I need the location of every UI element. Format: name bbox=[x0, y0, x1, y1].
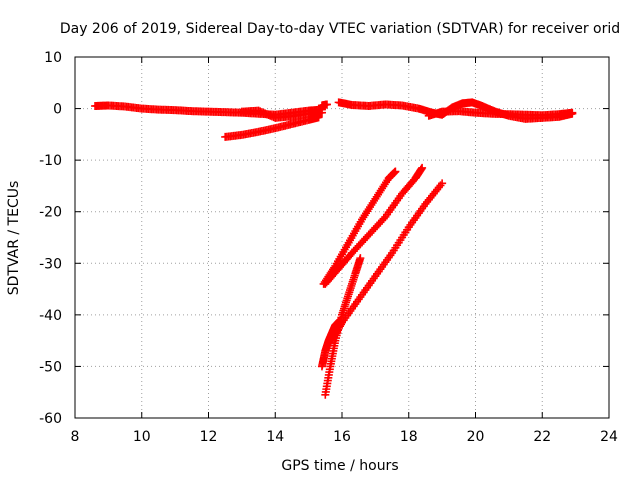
series-arc-11 bbox=[317, 316, 345, 371]
data-point bbox=[379, 214, 388, 223]
series-arc-10 bbox=[321, 254, 365, 399]
y-tick-label: 0 bbox=[53, 102, 62, 118]
data-point bbox=[317, 108, 326, 117]
y-tick-label: -10 bbox=[39, 153, 62, 169]
series-arc-8 bbox=[321, 163, 427, 288]
x-tick-label: 22 bbox=[533, 429, 551, 445]
x-axis: 8 10 12 14 16 18 20 22 24 bbox=[71, 57, 618, 445]
x-tick-label: 18 bbox=[400, 429, 418, 445]
y-tick-label: -20 bbox=[39, 205, 62, 221]
series-arc-3 bbox=[221, 113, 323, 141]
data-point bbox=[391, 167, 400, 176]
x-tick-label: 16 bbox=[333, 429, 351, 445]
data-points bbox=[91, 98, 577, 399]
data-point bbox=[356, 254, 365, 263]
y-axis: 10 0 -10 -20 -30 -40 -50 -60 bbox=[39, 50, 609, 427]
data-point bbox=[322, 100, 331, 109]
series-arc-6 bbox=[424, 107, 577, 120]
x-tick-label: 20 bbox=[467, 429, 485, 445]
x-tick-label: 10 bbox=[133, 429, 151, 445]
y-tick-label: 10 bbox=[44, 50, 62, 66]
data-point bbox=[336, 316, 345, 325]
data-point bbox=[438, 179, 447, 188]
x-tick-label: 24 bbox=[600, 429, 618, 445]
y-tick-label: -40 bbox=[39, 308, 62, 324]
series-arc-4 bbox=[317, 100, 331, 110]
x-tick-label: 8 bbox=[71, 429, 80, 445]
data-point bbox=[314, 113, 323, 122]
y-tick-label: -30 bbox=[39, 256, 62, 272]
data-point bbox=[568, 108, 577, 117]
y-tick-label: -50 bbox=[39, 359, 62, 375]
y-tick-label: -60 bbox=[39, 411, 62, 427]
x-tick-label: 12 bbox=[200, 429, 218, 445]
x-axis-label: GPS time / hours bbox=[281, 458, 398, 474]
y-axis-label: SDTVAR / TECUs bbox=[6, 181, 22, 296]
data-point bbox=[418, 163, 427, 172]
chart-title: Day 206 of 2019, Sidereal Day-to-day VTE… bbox=[60, 21, 620, 37]
x-tick-label: 14 bbox=[266, 429, 284, 445]
